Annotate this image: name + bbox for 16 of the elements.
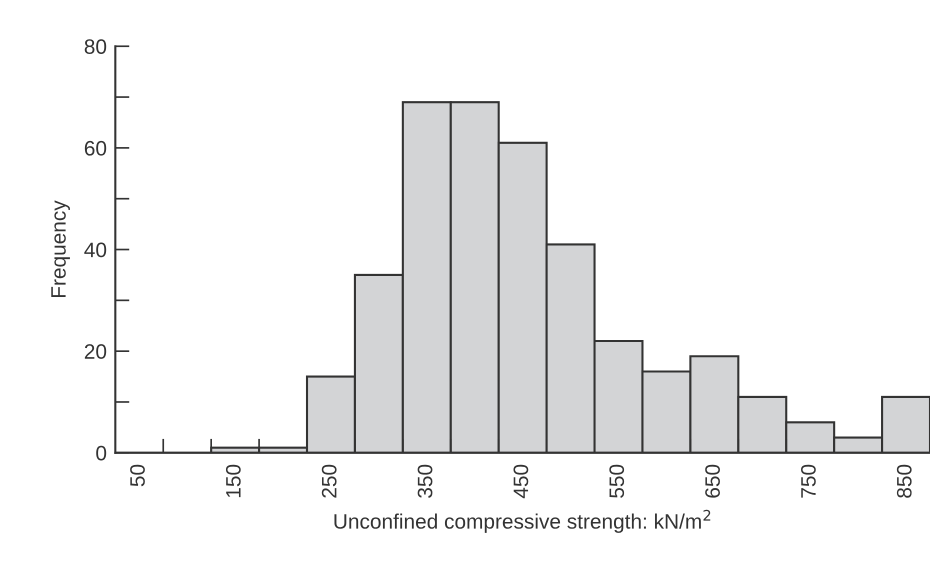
x-tick-label: 50 (130, 464, 145, 486)
x-tick-label: 750 (801, 464, 816, 498)
x-tick-label: 450 (514, 464, 528, 498)
x-tick-label: 650 (705, 464, 720, 498)
x-tick-label: 850 (896, 464, 912, 498)
y-tick-label: 80 (84, 39, 106, 54)
y-tick-label: 20 (84, 344, 106, 359)
x-tick-label: 250 (322, 464, 337, 498)
x-tick-label: 150 (226, 464, 241, 498)
x-tick-label: 550 (609, 464, 624, 498)
x-tick-label: 350 (418, 464, 432, 498)
y-tick-label: 40 (84, 242, 106, 258)
x-axis-title: Unconfined compressive strength: kN/m$^{2}$ (334, 510, 710, 533)
y-axis-title: Frequency (51, 200, 70, 298)
y-tick-label: 0 (96, 446, 106, 461)
y-tick-label: 60 (84, 140, 106, 156)
